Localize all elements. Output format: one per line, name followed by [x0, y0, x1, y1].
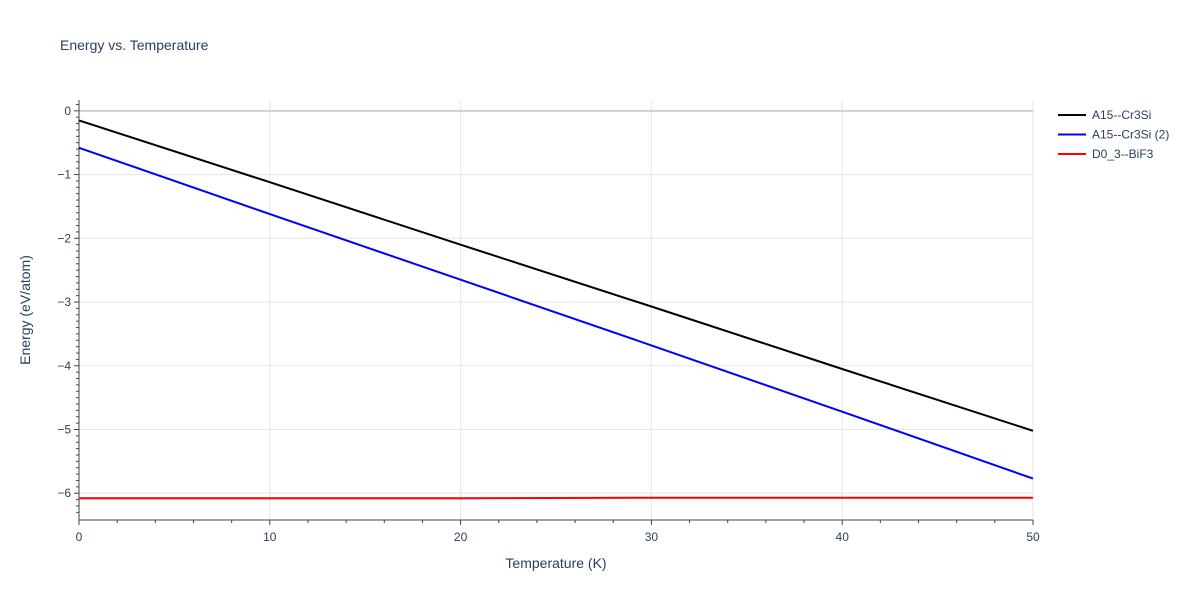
x-tick-label: 10	[263, 530, 277, 544]
legend-item[interactable]: A15--Cr3Si (2)	[1058, 128, 1169, 142]
y-tick-label: −6	[57, 486, 71, 500]
x-axis-title: Temperature (K)	[505, 555, 606, 571]
y-tick-label: −2	[57, 231, 71, 245]
y-axis-title: Energy (eV/atom)	[17, 255, 33, 365]
plot-series	[78, 119, 1034, 500]
x-tick-label: 40	[836, 530, 850, 544]
series-line-1	[78, 119, 1034, 432]
chart-title: Energy vs. Temperature	[60, 37, 209, 53]
x-tick-label: 20	[454, 530, 468, 544]
x-tick-label: 0	[76, 530, 83, 544]
y-tick-label: 0	[64, 104, 71, 118]
grid-lines	[79, 100, 1034, 520]
y-tick-label: −1	[57, 168, 71, 182]
legend-item[interactable]: A15--Cr3Si	[1058, 108, 1151, 122]
legend-label: A15--Cr3Si (2)	[1092, 128, 1169, 142]
legend-item[interactable]: D0_3--BiF3	[1058, 147, 1154, 161]
series-line-2	[78, 146, 1034, 480]
y-tick-label: −4	[57, 359, 71, 373]
x-tick-label: 30	[645, 530, 659, 544]
legend-label: A15--Cr3Si	[1092, 108, 1151, 122]
axes: 0 10 20 30 40 50 0 −1 −2 −3 −4 −5 −6	[57, 100, 1040, 544]
legend[interactable]: A15--Cr3Si A15--Cr3Si (2) D0_3--BiF3	[1058, 108, 1169, 161]
y-tick-label: −3	[57, 295, 71, 309]
y-tick-label: −5	[57, 422, 71, 436]
series-line-3	[79, 496, 1033, 500]
legend-label: D0_3--BiF3	[1092, 147, 1154, 161]
x-tick-label: 50	[1026, 530, 1040, 544]
